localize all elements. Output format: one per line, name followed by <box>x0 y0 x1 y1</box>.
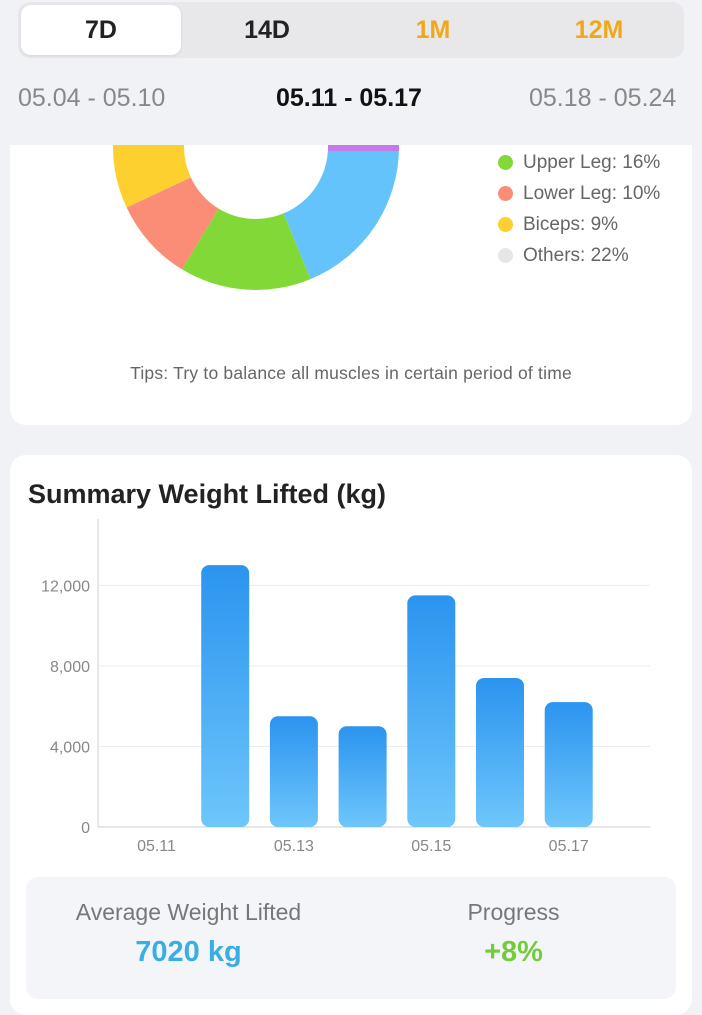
y-tick-label: 8,000 <box>50 659 90 676</box>
x-tick-label: 05.13 <box>274 838 314 855</box>
weight-summary-panel: Average Weight Lifted 7020 kg Progress +… <box>26 877 676 999</box>
weight-lifted-card: Summary Weight Lifted (kg) 0 4,000 8,000 12… <box>10 455 692 1015</box>
period-1m-button[interactable]: 1M <box>415 15 451 44</box>
legend-item-lower-leg: Lower Leg: 10% <box>498 178 660 209</box>
period-selector: 7D 14D 1M 12M <box>18 2 684 58</box>
donut-slice-lower-leg <box>126 177 219 270</box>
y-tick-label: 4,000 <box>50 739 90 756</box>
period-14d-button[interactable]: 14D <box>244 15 290 44</box>
x-tick-label: 05.11 <box>137 838 176 855</box>
legend-dot <box>498 186 513 201</box>
bar-05.12[interactable] <box>201 565 250 827</box>
average-weight-stat: Average Weight Lifted 7020 kg <box>26 899 351 969</box>
progress-value: +8% <box>484 936 543 968</box>
period-7d-button[interactable]: 7D <box>21 5 181 55</box>
donut-slice-upper-leg <box>181 208 311 290</box>
y-tick-label: 0 <box>81 820 90 837</box>
y-tick-label: 12,000 <box>41 578 90 595</box>
x-tick-label: 05.15 <box>411 838 451 855</box>
muscle-donut-chart <box>113 145 399 290</box>
legend-item-upper-leg: Upper Leg: 16% <box>498 147 660 178</box>
legend-label: Biceps: 9% <box>523 213 619 235</box>
muscle-legend: Upper Leg: 16% Lower Leg: 10% Biceps: 9%… <box>498 147 660 271</box>
legend-dot <box>498 217 513 232</box>
average-weight-label: Average Weight Lifted <box>75 899 302 925</box>
bar-05.15[interactable] <box>407 595 456 827</box>
prev-week-button[interactable]: 05.04 - 05.10 <box>18 84 166 112</box>
period-12m-button[interactable]: 12M <box>574 15 624 44</box>
bar-05.14[interactable] <box>338 726 387 827</box>
next-week-button[interactable]: 05.18 - 05.24 <box>529 84 677 112</box>
muscle-distribution-card: Upper Leg: 16% Lower Leg: 10% Biceps: 9%… <box>10 145 692 425</box>
legend-item-others: Others: 22% <box>498 240 660 271</box>
balance-tip: Tips: Try to balance all muscles in cert… <box>130 363 572 383</box>
legend-dot <box>498 155 513 170</box>
legend-label: Lower Leg: 10% <box>523 182 661 204</box>
weight-bar-chart: 0 4,000 8,000 12,000 05.11 05.13 05.15 05.17 <box>41 519 650 855</box>
legend-label: Others: 22% <box>523 244 629 266</box>
legend-item-biceps: Biceps: 9% <box>498 209 660 240</box>
bar-05.17[interactable] <box>544 702 593 827</box>
legend-dot <box>498 248 513 263</box>
x-tick-label: 05.17 <box>549 838 589 855</box>
progress-label: Progress <box>467 899 560 925</box>
current-week-label: 05.11 - 05.17 <box>276 84 422 112</box>
legend-label: Upper Leg: 16% <box>523 151 661 173</box>
progress-stat: Progress +8% <box>351 899 676 969</box>
card-title: Summary Weight Lifted (kg) <box>28 479 387 509</box>
donut-slice-blue <box>283 145 399 280</box>
average-weight-value: 7020 kg <box>135 936 242 968</box>
donut-slice-biceps <box>113 145 191 208</box>
bar-05.13[interactable] <box>269 716 318 827</box>
donut-slice-purple <box>328 145 399 151</box>
bar-05.16[interactable] <box>476 677 524 827</box>
